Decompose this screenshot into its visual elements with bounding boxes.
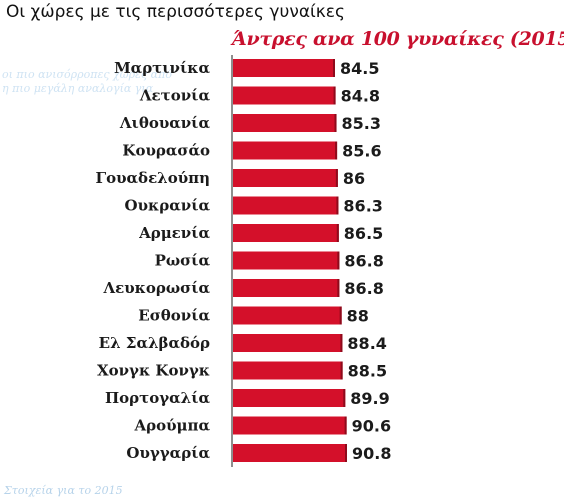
- bar: [233, 86, 336, 105]
- bar-edge: [340, 361, 343, 380]
- data-label: 88: [347, 307, 369, 326]
- category-label: Ρωσία: [155, 252, 211, 270]
- bar: [233, 114, 337, 132]
- data-label: 89.9: [350, 389, 389, 408]
- bar: [233, 361, 343, 380]
- bar: [233, 251, 340, 270]
- bar-edge: [334, 114, 337, 132]
- bar-edge: [344, 416, 347, 435]
- data-label: 86.3: [343, 197, 382, 216]
- data-label: 86.5: [344, 224, 383, 243]
- bar: [233, 306, 342, 325]
- data-label: 86: [343, 169, 365, 188]
- bar-edge: [339, 306, 342, 325]
- bar-edge: [337, 279, 340, 297]
- bar-edge: [335, 141, 338, 160]
- bar: [233, 279, 340, 297]
- category-label: Ελ Σαλβαδόρ: [99, 334, 210, 352]
- data-label: 84.5: [340, 59, 379, 78]
- category-label: Λετονία: [139, 87, 211, 105]
- data-label: 88.5: [348, 362, 387, 381]
- bar: [233, 444, 347, 462]
- data-label: 86.8: [344, 252, 383, 271]
- category-label: Λευκορωσία: [102, 279, 210, 297]
- bar: [233, 59, 335, 77]
- category-label: Γουαδελούπη: [95, 169, 210, 187]
- bar: [233, 169, 338, 187]
- data-label: 86.8: [344, 279, 383, 298]
- category-label: Ουγγαρία: [126, 444, 210, 462]
- bar-edge: [333, 86, 336, 105]
- category-label: Κουρασάο: [122, 142, 210, 160]
- bar: [233, 141, 338, 160]
- category-label: Ουκρανία: [125, 197, 211, 215]
- bar-edge: [337, 251, 340, 270]
- bar-edge: [345, 444, 347, 462]
- category-label: Χονγκ Κονγκ: [97, 362, 210, 380]
- category-label: Πορτογαλία: [105, 389, 210, 407]
- data-label: 85.3: [342, 114, 381, 133]
- category-label: Εσθονία: [138, 307, 210, 325]
- category-label: Λιθουανία: [119, 114, 211, 132]
- bar-edge: [333, 59, 335, 77]
- bar-edge: [335, 169, 338, 187]
- bar: [233, 334, 343, 352]
- category-label: Αρούμπα: [133, 417, 210, 435]
- faded-text-line: οι πιο ανισόρροπες χώρες από: [2, 68, 172, 81]
- bar-edge: [336, 224, 339, 242]
- bar: [233, 224, 339, 242]
- data-label: 90.8: [352, 444, 391, 463]
- chart-header-title: Οι χώρες με τις περισσότερες γυναίκες: [6, 2, 345, 22]
- category-label: Αρμενία: [138, 224, 210, 242]
- data-label: 85.6: [342, 142, 381, 161]
- bar-edge: [343, 389, 346, 407]
- chart-title: Άντρες ανα 100 γυναίκες (2015): [232, 28, 564, 50]
- bar: [233, 389, 346, 407]
- faded-text-line: η πιο μεγάλη αναλογία για: [2, 82, 154, 95]
- data-label: 88.4: [347, 334, 386, 353]
- source-note: Στοιχεία για το 2015: [4, 484, 123, 497]
- data-label: 84.8: [341, 87, 380, 106]
- bar: [233, 196, 339, 215]
- bar-edge: [336, 196, 339, 215]
- bar: [233, 416, 347, 435]
- data-label: 90.6: [352, 417, 391, 436]
- bar-edge: [340, 334, 343, 352]
- category-label: Μαρτινίκα: [114, 59, 210, 77]
